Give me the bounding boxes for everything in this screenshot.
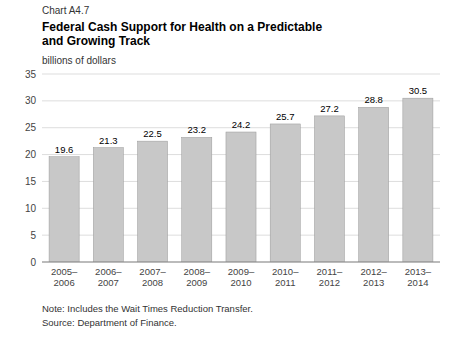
bar	[314, 116, 344, 262]
data-label: 25.7	[276, 111, 295, 122]
data-label: 28.8	[364, 94, 383, 105]
y-tick-label: 20	[25, 149, 37, 160]
x-tick-label: 2005–2006	[51, 266, 78, 288]
x-tick-label: 2012–2013	[360, 266, 387, 288]
data-label: 21.3	[99, 135, 118, 146]
bar	[93, 148, 123, 262]
y-tick-label: 15	[25, 176, 37, 187]
y-tick-label: 30	[25, 95, 37, 106]
chart-label: Chart A4.7	[42, 5, 90, 16]
source: Source: Department of Finance.	[42, 317, 177, 328]
data-label: 19.6	[55, 144, 74, 155]
data-label: 30.5	[409, 85, 428, 96]
x-tick-label: 2008–2009	[184, 266, 211, 288]
note: Note: Includes the Wait Times Reduction …	[42, 303, 253, 314]
grid-line	[42, 262, 440, 263]
data-label: 27.2	[320, 103, 339, 114]
bars	[49, 98, 433, 262]
y-tick-label: 25	[25, 122, 37, 133]
bar	[226, 132, 256, 262]
data-label: 24.2	[232, 119, 251, 130]
grid-line	[42, 74, 440, 75]
bar	[403, 98, 433, 262]
bar	[270, 124, 300, 262]
y-tick-label: 5	[30, 230, 36, 241]
bar	[359, 107, 389, 262]
y-tick-label: 0	[30, 257, 36, 268]
y-tick-label: 10	[25, 203, 37, 214]
data-labels: 19.6 21.3 22.5 23.2 24.2 25.7 27.2 28.8 30.5	[55, 85, 427, 155]
y-axis-label: billions of dollars	[42, 55, 116, 66]
x-tick-label: 2010–2011	[272, 266, 299, 288]
title: Federal Cash Support for Health on a Pre…	[42, 20, 322, 48]
x-tick-label: 2007–2008	[139, 266, 166, 288]
x-tick-label: 2013–2014	[405, 266, 432, 288]
x-axis-line	[42, 262, 440, 263]
x-tick-label: 2009–2010	[228, 266, 255, 288]
data-label: 23.2	[188, 124, 207, 135]
data-label: 22.5	[143, 128, 162, 139]
grid	[42, 74, 440, 262]
bar	[182, 137, 212, 262]
x-tick-label: 2006–2007	[95, 266, 122, 288]
bar	[138, 141, 168, 262]
bar	[49, 157, 79, 262]
x-tick-label: 2011–2012	[317, 266, 343, 288]
y-tick-label: 35	[25, 69, 37, 80]
chart: Chart A4.7 Federal Cash Support for Healt…	[0, 0, 450, 348]
